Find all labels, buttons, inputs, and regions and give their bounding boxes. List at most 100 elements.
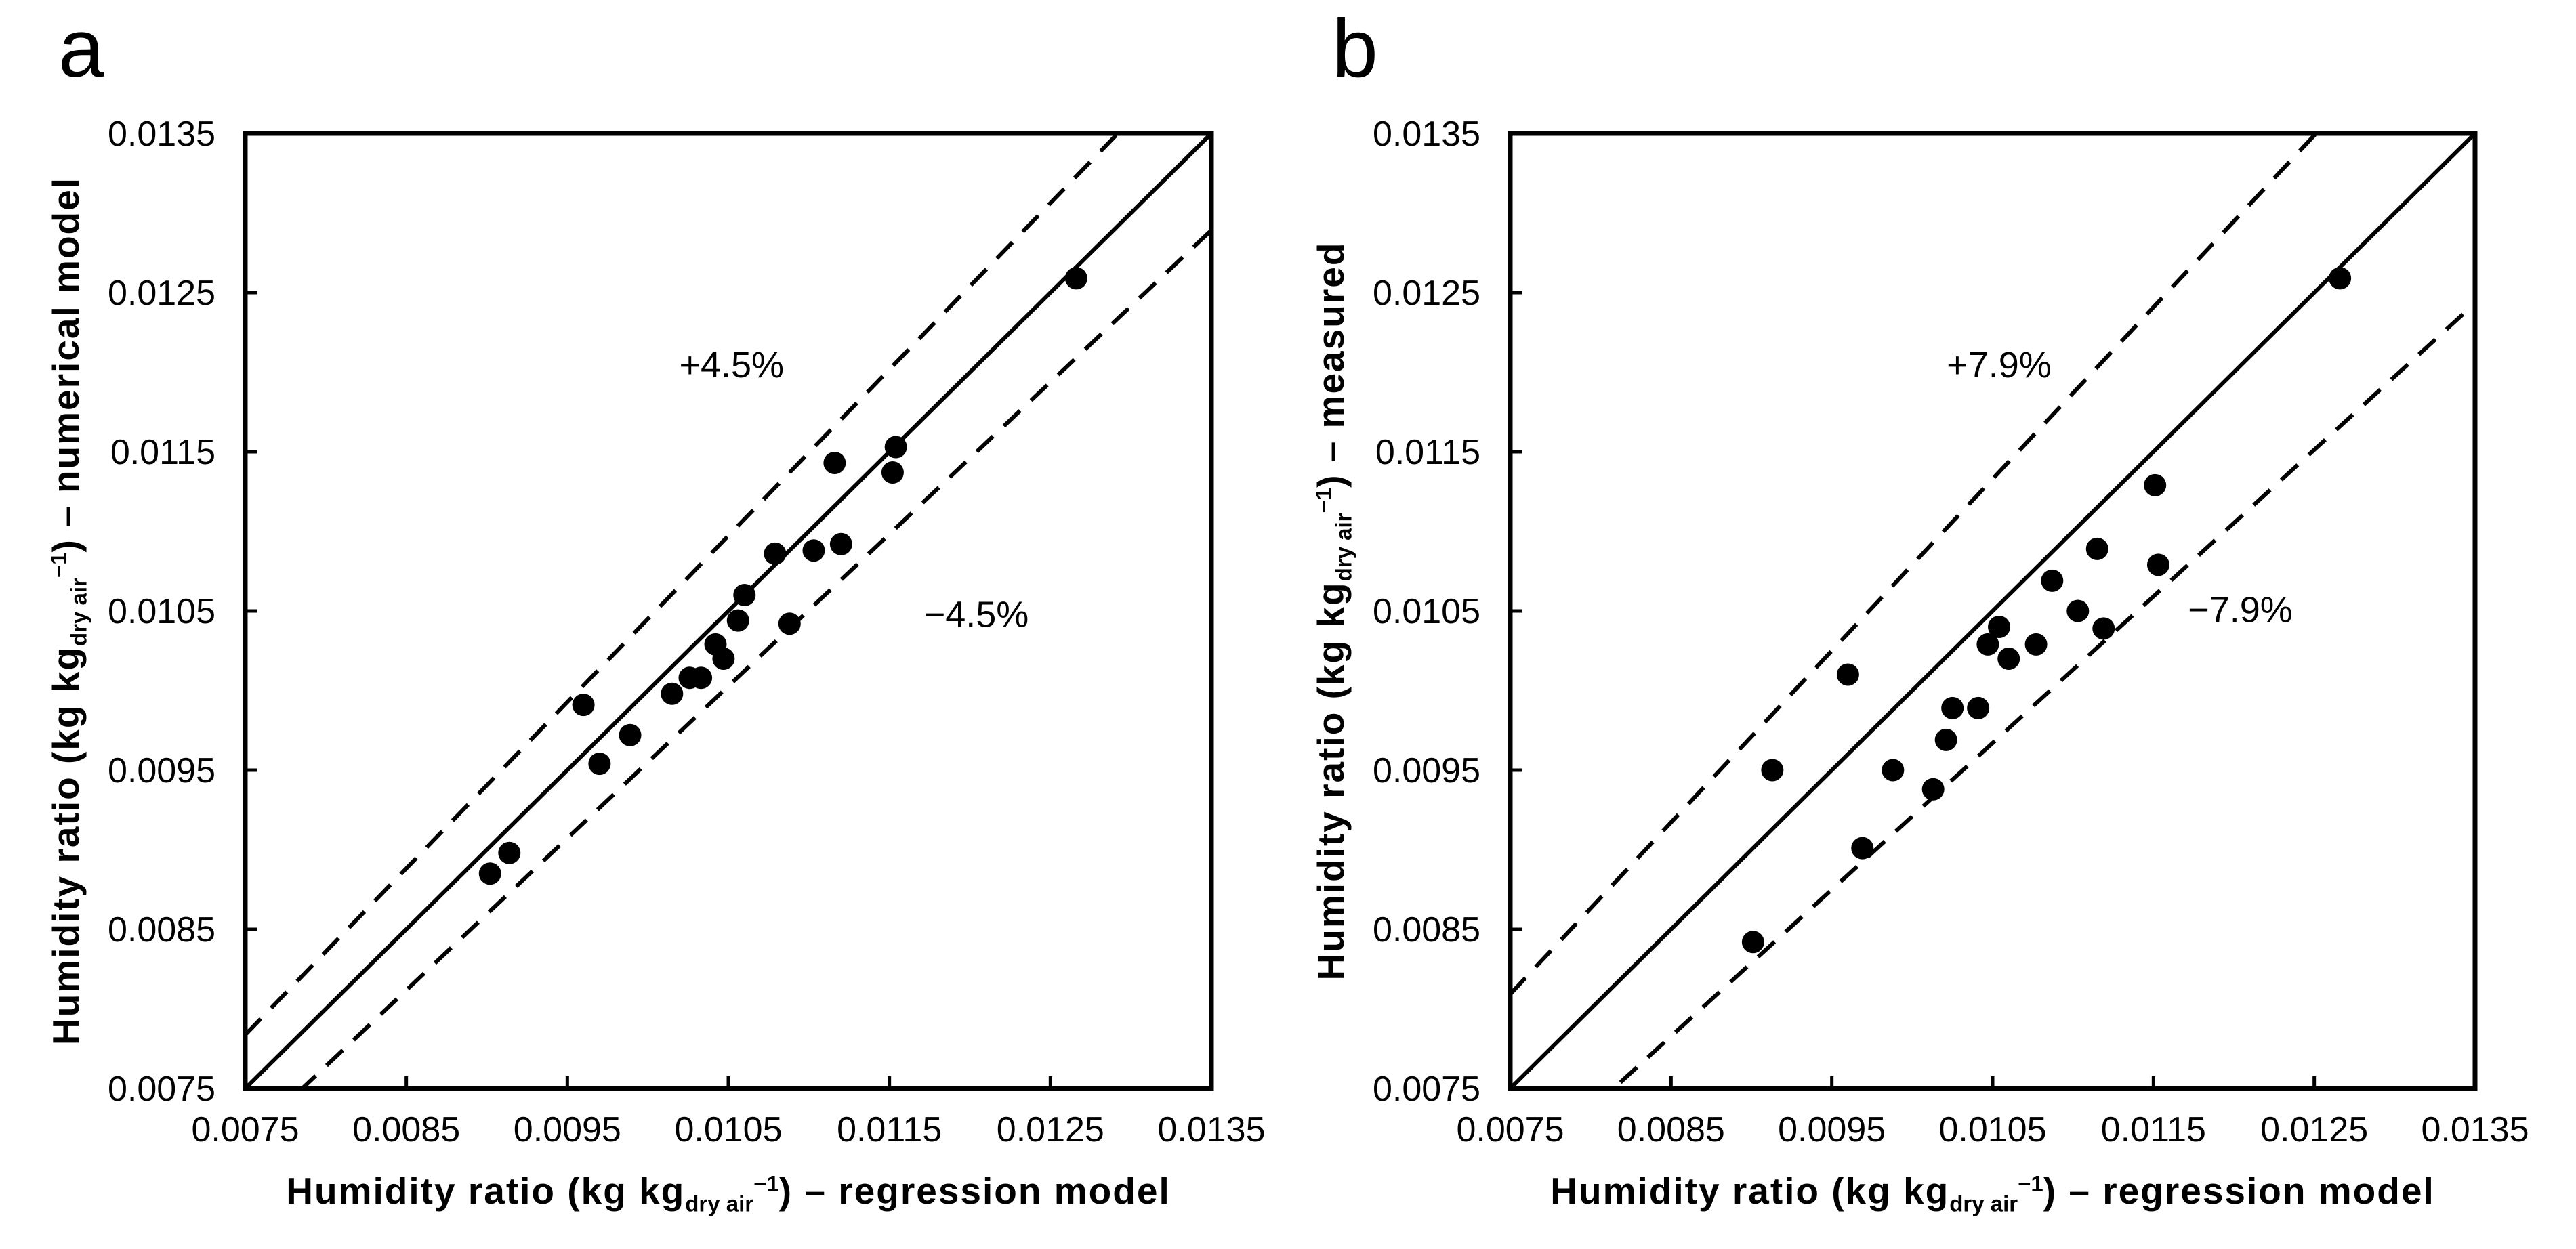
data-point — [1761, 759, 1784, 782]
data-point — [1882, 759, 1905, 782]
y-tick-label: 0.0105 — [108, 592, 215, 631]
data-point — [619, 723, 642, 746]
data-point — [690, 666, 713, 690]
x-tick-label: 0.0125 — [997, 1110, 1104, 1149]
x-title-b-suffix: ) – regression model — [2043, 1170, 2435, 1212]
y-tick-label: 0.0125 — [1373, 274, 1480, 313]
x-title-b-superscript: −1 — [2018, 1170, 2043, 1196]
data-point — [823, 451, 846, 474]
data-point — [2066, 599, 2090, 622]
x-tick-label: 0.0105 — [674, 1110, 782, 1149]
y-tick-label: 0.0135 — [1373, 114, 1480, 154]
data-point — [884, 436, 907, 459]
panel-b-y-axis-title: Humidity ratio (kg kgdry air−1) – measur… — [1309, 130, 1363, 1092]
x-tick-label: 0.0085 — [1617, 1110, 1725, 1149]
data-point — [881, 461, 904, 484]
y-tick-label: 0.0075 — [108, 1070, 215, 1109]
x-tick-label: 0.0135 — [2421, 1110, 2529, 1149]
upper-band-line — [245, 133, 1121, 1036]
x-title-b-subscript: dry air — [1949, 1191, 2018, 1216]
band-label: +7.9% — [1947, 345, 2052, 385]
x-tick-label: 0.0115 — [837, 1110, 942, 1149]
data-point — [1836, 663, 1859, 686]
y-tick-label: 0.0115 — [110, 433, 215, 472]
y-title-a-suffix: ) – numerical model — [45, 176, 87, 553]
y-tick-label: 0.0135 — [108, 114, 215, 154]
y-tick-label: 0.0115 — [1375, 433, 1480, 472]
y-tick-label: 0.0105 — [1373, 592, 1480, 631]
panel-b-x-axis-title: Humidity ratio (kg kgdry air−1) – regres… — [1510, 1169, 2475, 1223]
identity-line — [243, 131, 1213, 1091]
data-point — [802, 539, 825, 562]
data-point — [726, 609, 749, 632]
y-tick-label: 0.0125 — [108, 274, 215, 313]
data-point — [778, 612, 801, 635]
x-tick-label: 0.0075 — [1456, 1110, 1564, 1149]
data-point — [1987, 616, 2010, 638]
data-point — [1064, 267, 1087, 290]
data-point — [1851, 837, 1874, 860]
data-point — [1741, 931, 1764, 954]
data-point — [1976, 633, 1999, 656]
data-point — [2085, 537, 2108, 560]
x-tick-label: 0.0075 — [191, 1110, 299, 1149]
panel-b-letter: b — [1332, 2, 1378, 94]
x-tick-label: 0.0125 — [2260, 1110, 2368, 1149]
data-point — [2329, 267, 2352, 290]
data-point — [1967, 696, 1990, 719]
panel-a-letter: a — [58, 2, 104, 94]
y-tick-label: 0.0085 — [108, 910, 215, 950]
y-title-b-prefix: Humidity ratio (kg kg — [1310, 581, 1352, 981]
y-title-b-superscript: −1 — [1310, 487, 1336, 513]
y-title-a-prefix: Humidity ratio (kg kg — [45, 646, 87, 1046]
data-point — [2092, 617, 2115, 640]
x-title-a-subscript: dry air — [685, 1191, 754, 1216]
data-point — [2024, 633, 2048, 656]
data-point — [661, 682, 684, 705]
x-tick-label: 0.0085 — [352, 1110, 460, 1149]
x-tick-label: 0.0095 — [1778, 1110, 1886, 1149]
x-title-a-prefix: Humidity ratio (kg kg — [286, 1170, 686, 1212]
data-point — [2144, 473, 2167, 496]
x-tick-label: 0.0095 — [514, 1110, 621, 1149]
plot-box — [1508, 131, 2478, 1091]
data-point — [498, 841, 521, 864]
y-tick-label: 0.0075 — [1373, 1070, 1480, 1109]
data-point — [733, 584, 756, 606]
y-title-b-suffix: ) – measured — [1310, 241, 1352, 488]
y-tick-label: 0.0095 — [1373, 751, 1480, 790]
x-tick-label: 0.0105 — [1938, 1110, 2046, 1149]
x-title-b-prefix: Humidity ratio (kg kg — [1550, 1170, 1950, 1212]
y-tick-label: 0.0085 — [1373, 910, 1480, 950]
data-point — [2146, 553, 2169, 576]
data-point — [1997, 648, 2020, 670]
x-title-a-suffix: ) – regression model — [778, 1170, 1171, 1212]
data-point — [572, 694, 595, 717]
data-point — [1941, 696, 1964, 719]
data-point — [588, 753, 611, 776]
x-title-a-superscript: −1 — [753, 1170, 779, 1196]
data-point — [712, 648, 735, 670]
upper-band-line — [1510, 133, 2319, 996]
x-tick-label: 0.0135 — [1157, 1110, 1265, 1149]
data-point — [2041, 569, 2064, 592]
y-title-a-superscript: −1 — [45, 552, 71, 578]
y-title-a-subscript: dry air — [66, 578, 91, 647]
panel-a-y-axis-title: Humidity ratio (kg kgdry air−1) – numeri… — [44, 130, 98, 1092]
data-point — [829, 532, 852, 555]
data-point — [1921, 778, 1945, 801]
lower-band-line — [1611, 301, 2475, 1088]
identity-line — [1508, 131, 2477, 1091]
band-label: −4.5% — [924, 595, 1029, 635]
y-tick-label: 0.0095 — [108, 751, 215, 790]
band-label: +4.5% — [679, 345, 784, 385]
data-point — [478, 862, 501, 885]
data-point — [1934, 728, 1957, 751]
data-point — [764, 542, 787, 565]
band-label: −7.9% — [2188, 590, 2293, 631]
panel-a-x-axis-title: Humidity ratio (kg kgdry air−1) – regres… — [245, 1169, 1211, 1223]
